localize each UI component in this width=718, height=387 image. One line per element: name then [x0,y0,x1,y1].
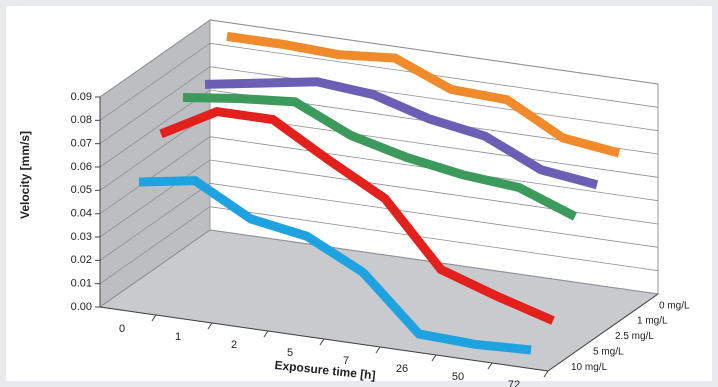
x-tick [263,330,269,338]
y-tick-label: 0.04 [71,208,92,220]
x-tick [375,346,381,354]
depth-axis [547,293,659,372]
series-ribbon [138,176,532,355]
legend-label: 10 mg/L [571,362,608,373]
grid-line [99,19,659,98]
grid-line [99,42,659,121]
x-tick-label: 1 [175,331,181,343]
x-tick-label: 26 [396,363,408,375]
series-ribbon [204,77,599,190]
x-tick-label: 72 [508,379,520,387]
series-ribbon [226,31,621,158]
y-tick-label: 0.03 [71,231,92,243]
x-tick-label: 5 [287,347,293,359]
series-ribbon [159,106,555,325]
x-tick [543,370,549,378]
legend-label: 5 mg/L [593,347,624,358]
legend-label: 2.5 mg/L [615,331,654,342]
grid-line [99,182,659,261]
grid-line [99,136,659,214]
grid-line [99,206,659,284]
y-tick-label: 0.00 [71,301,92,313]
series-ribbon [182,93,578,221]
x-tick-label: 50 [452,371,464,383]
grid-line [99,89,659,168]
grid-line [99,229,659,308]
x-tick-label: 0 [119,323,125,335]
y-tick-label: 0.02 [71,254,92,266]
y-tick-label: 0.07 [71,138,92,150]
x-tick-label: 7 [343,355,349,367]
grid-line [99,66,659,144]
grid-line [99,159,659,238]
x-tick [319,338,325,346]
legend-label: 0 mg/L [659,300,690,311]
x-tick-label: 2 [231,339,237,351]
x-tick [151,314,157,322]
y-tick-label: 0.05 [71,184,92,196]
y-tick-label: 0.06 [71,161,92,173]
y-tick-label: 0.01 [71,278,92,290]
y-axis-title: Velocity [mm/s] [18,131,32,219]
x-tick [487,362,493,370]
y-tick-label: 0.09 [71,91,92,103]
x-tick [431,354,437,362]
y-tick-label: 0.08 [71,114,92,126]
legend-label: 1 mg/L [637,316,668,327]
x-tick [207,322,213,330]
